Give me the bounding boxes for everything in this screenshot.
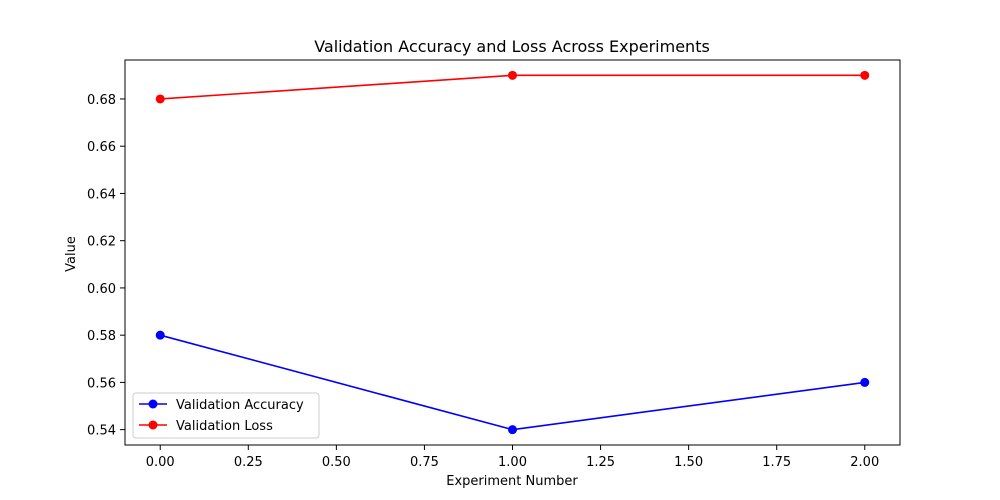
x-tick-label: 1.75 [762,455,791,470]
legend-box [132,392,320,439]
x-tick-label: 1.50 [674,455,703,470]
legend-validation-loss-marker [148,420,158,430]
y-tick-label: 0.66 [87,140,116,155]
validation-accuracy-point [155,330,165,340]
legend-validation-loss-label: Validation Loss [176,419,273,434]
x-tick-label: 1.25 [586,455,615,470]
x-tick-label: 0.00 [146,455,175,470]
legend-validation-accuracy-label: Validation Accuracy [176,398,304,413]
x-tick-label: 0.75 [410,455,439,470]
y-tick-label: 0.68 [87,93,116,108]
validation-accuracy-point [508,425,517,435]
chart-title: Validation Accuracy and Loss Across Expe… [314,37,710,56]
y-axis-label: Value [64,236,79,272]
x-tick-label: 0.50 [322,455,351,470]
x-tick-label: 2.00 [850,455,879,470]
y-tick-label: 0.62 [87,235,116,250]
plot-area: 0.00 0.25 0.50 0.75 1.00 1.25 1.50 1.75 2.00 0.54… [87,59,901,470]
validation-loss-point [860,70,870,80]
validation-loss-point [508,70,517,80]
x-tick-label: 0.25 [234,455,263,470]
y-tick-label: 0.58 [87,329,116,344]
y-tick-label: 0.54 [87,424,116,439]
plot-frame [124,59,901,446]
y-tick-label: 0.60 [87,282,116,297]
x-axis-label: Experiment Number [446,474,578,489]
validation-accuracy-point [860,377,870,387]
x-tick-label: 1.00 [498,455,527,470]
y-tick-label: 0.56 [87,376,116,391]
legend-validation-accuracy-marker [148,399,158,409]
y-tick-label: 0.64 [87,187,116,202]
validation-loss-point [155,94,165,104]
